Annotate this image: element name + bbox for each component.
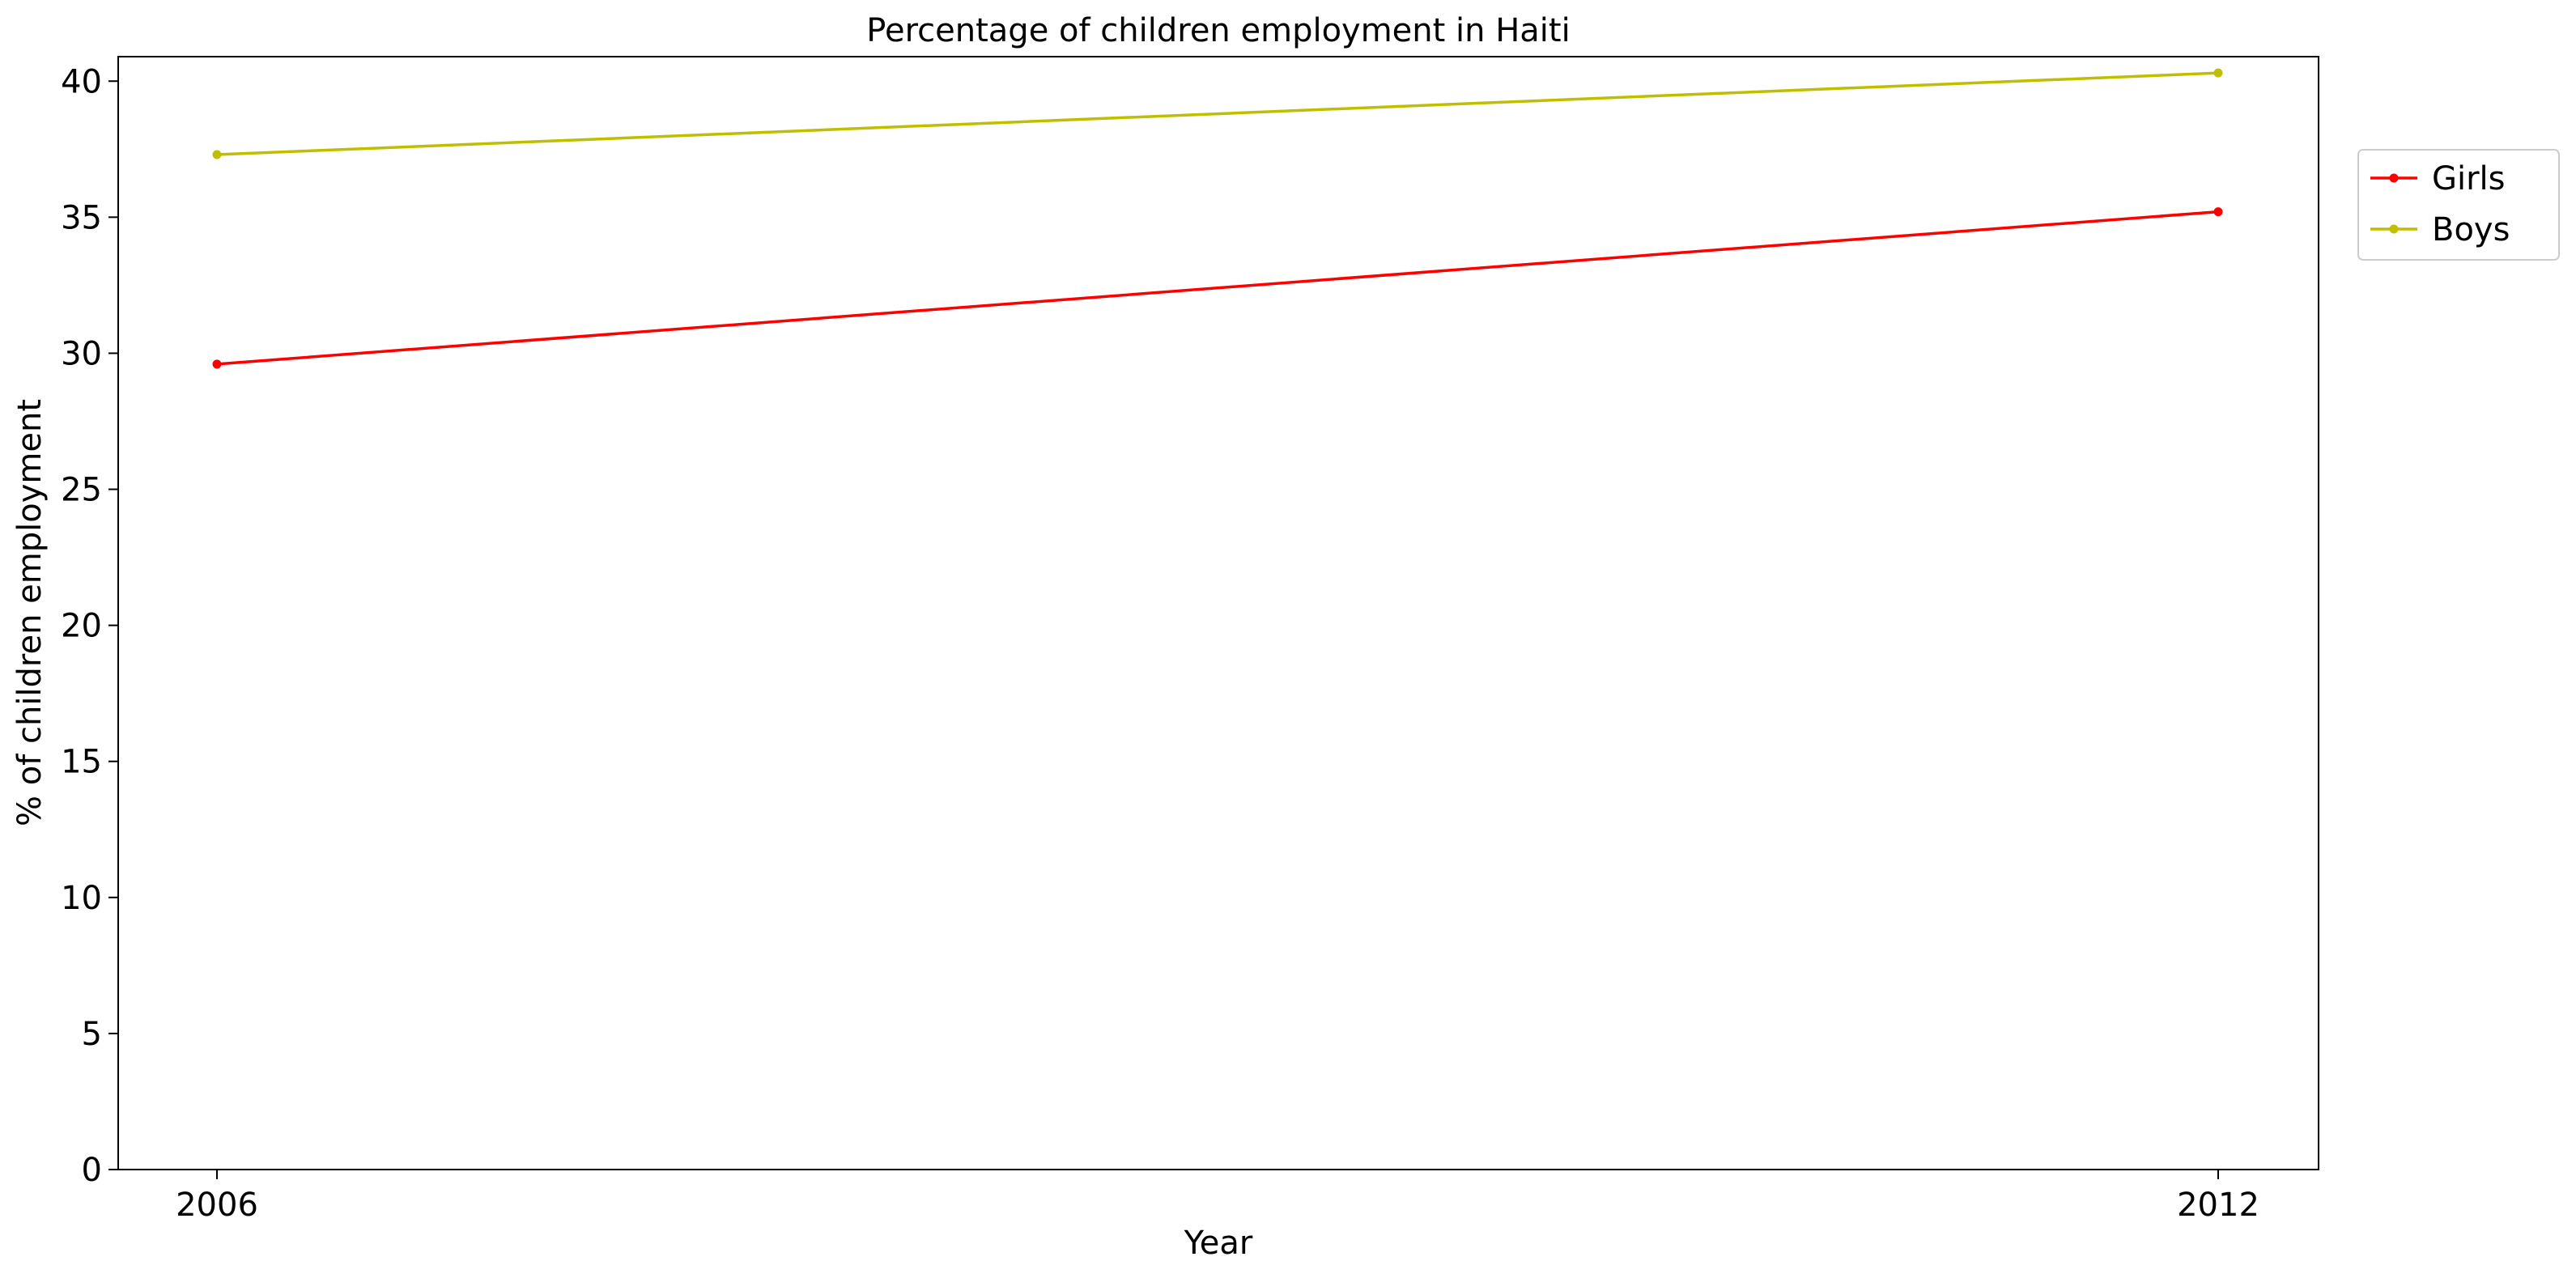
series-group <box>212 68 2223 369</box>
x-axis: 2006 2012 <box>176 1170 2259 1224</box>
data-point-girls <box>2213 207 2223 217</box>
y-tick-label: 25 <box>61 472 102 509</box>
data-point-boys <box>2213 68 2223 78</box>
y-axis-label: % of children employment <box>11 399 49 826</box>
y-tick-label: 20 <box>61 608 102 645</box>
y-tick-label: 30 <box>61 335 102 372</box>
legend-marker-girls <box>2389 173 2399 183</box>
y-tick-label: 35 <box>61 199 102 236</box>
series-line-girls <box>216 210 2219 366</box>
x-tick-label: 2006 <box>176 1187 258 1224</box>
legend: Girls Boys <box>2357 149 2560 261</box>
x-axis-label: Year <box>1184 1225 1253 1262</box>
y-tick-label: 40 <box>61 63 102 100</box>
chart-title: Percentage of children employment in Hai… <box>866 12 1570 49</box>
y-tick-label: 15 <box>61 744 102 781</box>
data-point-girls <box>212 359 222 369</box>
legend-label-girls: Girls <box>2432 160 2506 197</box>
data-point-boys <box>212 150 222 159</box>
plot-area <box>117 56 2319 1170</box>
y-axis: 0 5 10 15 20 25 30 35 40 <box>61 63 118 1189</box>
y-tick-label: 0 <box>82 1152 102 1189</box>
series-line-boys <box>216 71 2219 156</box>
y-tick-label: 10 <box>61 880 102 917</box>
legend-label-boys: Boys <box>2432 211 2510 248</box>
y-tick-label: 5 <box>82 1016 102 1053</box>
x-tick-label: 2012 <box>2177 1187 2259 1224</box>
legend-marker-boys <box>2389 224 2399 234</box>
